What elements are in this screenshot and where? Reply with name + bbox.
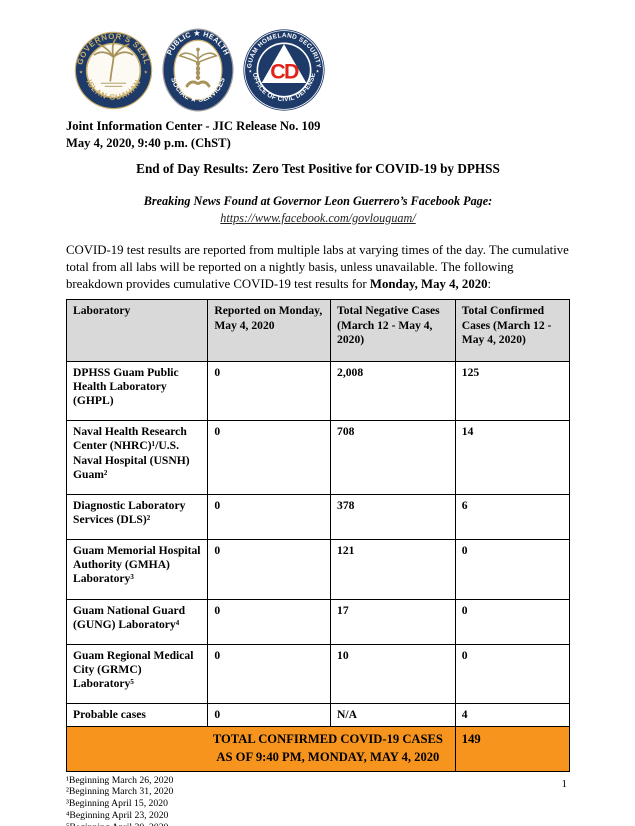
release-number-line: Joint Information Center - JIC Release N… xyxy=(66,119,321,133)
lab-name-cell: Probable cases xyxy=(65,703,209,728)
intro-colon: : xyxy=(487,276,492,291)
cd-letters: CD xyxy=(270,60,299,84)
footnote: ⁴Beginning April 23, 2020 xyxy=(66,810,169,822)
release-header: Joint Information Center - JIC Release N… xyxy=(66,118,570,152)
lab-name-cell: Naval Health Research Center (NHRC)¹/U.S… xyxy=(65,420,209,495)
negative-cell: 121 xyxy=(330,539,456,600)
table-header-row: Laboratory Reported on Monday, May 4, 20… xyxy=(65,299,571,362)
facebook-link-line: https://www.facebook.com/govlouguam/ xyxy=(66,211,570,226)
lab-name-cell: Guam Memorial Hospital Authority (GMHA) … xyxy=(65,539,209,600)
footnotes: ¹Beginning March 26, 2020 ²Beginning Mar… xyxy=(66,775,570,826)
table-row: Probable cases 0 N/A 4 xyxy=(65,703,571,728)
table-row: Naval Health Research Center (NHRC)¹/U.S… xyxy=(65,420,571,495)
confirmed-cell: 0 xyxy=(454,539,571,600)
reported-cell: 0 xyxy=(207,703,332,728)
table-row: Guam National Guard (GUNG) Laboratory⁴ 0… xyxy=(65,598,571,645)
footnote: ¹Beginning March 26, 2020 xyxy=(66,774,174,786)
reported-cell: 0 xyxy=(207,420,332,495)
column-header-negative: Total Negative Cases (March 12 - May 4, … xyxy=(330,299,456,362)
negative-cell: 708 xyxy=(330,420,456,495)
reported-cell: 0 xyxy=(207,493,332,541)
table-row: Diagnostic Laboratory Services (DLS)² 0 … xyxy=(65,493,571,541)
column-header-reported: Reported on Monday, May 4, 2020 xyxy=(207,299,332,362)
palm-tree-icon xyxy=(93,38,134,82)
facebook-link[interactable]: https://www.facebook.com/govlouguam/ xyxy=(220,210,416,225)
lab-name-cell: Diagnostic Laboratory Services (DLS)² xyxy=(65,493,209,541)
confirmed-cell: 0 xyxy=(454,643,571,705)
lab-name-cell: DPHSS Guam Public Health Laboratory (GHP… xyxy=(65,360,209,422)
confirmed-cell: 0 xyxy=(454,598,571,645)
table-row: Guam Regional Medical City (GRMC) Labora… xyxy=(65,643,571,705)
reported-cell: 0 xyxy=(207,539,332,600)
release-datetime-line: May 4, 2020, 9:40 p.m. (ChST) xyxy=(66,135,231,150)
total-value-cell: 149 xyxy=(454,726,571,772)
governors-seal-icon: GOVERNOR'S SEAL ISLAN GUAHAN ★ ★ xyxy=(74,31,153,109)
agency-logos: GOVERNOR'S SEAL ISLAN GUAHAN ★ ★ xyxy=(74,28,570,112)
confirmed-cell: 6 xyxy=(454,493,571,541)
confirmed-cell: 4 xyxy=(454,703,571,728)
negative-cell: 2,008 xyxy=(330,360,456,422)
reported-cell: 0 xyxy=(207,643,332,705)
column-header-laboratory: Laboratory xyxy=(65,299,209,362)
cd-triangle xyxy=(261,44,307,83)
document-title: End of Day Results: Zero Test Positive f… xyxy=(136,160,500,176)
column-header-confirmed: Total Confirmed Cases (March 12 - May 4,… xyxy=(454,299,571,362)
footnote: ³Beginning April 15, 2020 xyxy=(66,798,168,810)
public-health-social-services-icon: PUBLIC ★ HEALTH SOCIAL ★ SERVICES xyxy=(162,28,234,112)
confirmed-cell: 125 xyxy=(454,360,571,422)
total-label-cell: TOTAL CONFIRMED COVID-19 CASES AS OF 9:4… xyxy=(66,726,456,772)
page-number: 1 xyxy=(561,778,568,790)
total-label-line2: AS OF 9:40 PM, MONDAY, MAY 4, 2020 xyxy=(216,750,440,764)
lab-name-cell: Guam National Guard (GUNG) Laboratory⁴ xyxy=(65,598,209,645)
table-row: Guam Memorial Hospital Authority (GMHA) … xyxy=(65,539,571,600)
negative-cell: 378 xyxy=(330,493,456,541)
lab-name-cell: Guam Regional Medical City (GRMC) Labora… xyxy=(65,643,209,705)
seal-star-right: ★ xyxy=(144,69,149,75)
breaking-news-note: Breaking News Found at Governor Leon Gue… xyxy=(143,193,493,208)
negative-cell: 10 xyxy=(330,643,456,705)
cd-star-left: ★ xyxy=(249,68,253,73)
footnote: ⁵Beginning April 30, 2020 xyxy=(66,822,570,826)
reported-cell: 0 xyxy=(207,598,332,645)
intro-paragraph: COVID-19 test results are reported from … xyxy=(66,242,570,293)
reported-cell: 0 xyxy=(207,360,332,422)
total-row: TOTAL CONFIRMED COVID-19 CASES AS OF 9:4… xyxy=(66,726,571,772)
confirmed-cell: 14 xyxy=(454,420,571,495)
cd-star-right: ★ xyxy=(316,68,320,73)
hands-icon xyxy=(185,80,211,88)
negative-cell: 17 xyxy=(330,598,456,645)
intro-text: COVID-19 test results are reported from … xyxy=(66,242,569,291)
seal-star-left: ★ xyxy=(79,69,84,75)
intro-date-bold: Monday, May 4, 2020 xyxy=(369,276,488,291)
negative-cell: N/A xyxy=(330,703,456,728)
civil-defense-icon: CD GUAM HOMELAND SECURITY OFFICE OF CIVI… xyxy=(243,29,325,111)
caduceus-icon xyxy=(178,47,218,80)
results-table: Laboratory Reported on Monday, May 4, 20… xyxy=(65,299,571,772)
footnote: ²Beginning March 31, 2020 xyxy=(66,786,174,798)
total-label-line1: TOTAL CONFIRMED COVID-19 CASES xyxy=(212,732,443,747)
table-row: DPHSS Guam Public Health Laboratory (GHP… xyxy=(65,360,571,422)
